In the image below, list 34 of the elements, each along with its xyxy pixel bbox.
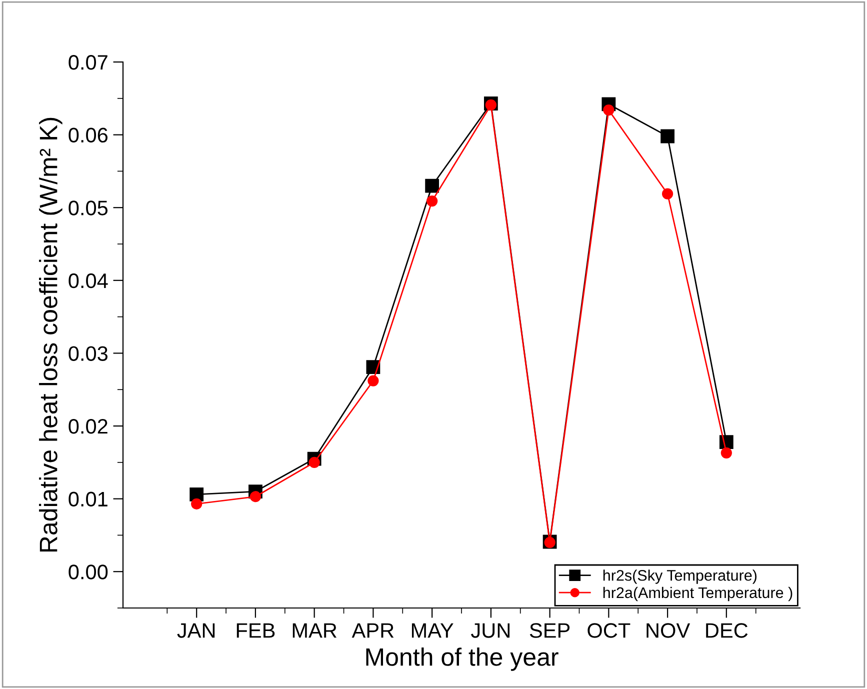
y-tick-label: 0.03 xyxy=(68,346,108,361)
y-tick-label: 0.06 xyxy=(68,128,108,143)
y-tick-label: 0.05 xyxy=(68,200,108,216)
x-tick-label: DEC xyxy=(706,623,748,638)
x-tick-label: FEB xyxy=(236,623,275,638)
x-tick-label: MAY xyxy=(412,623,454,638)
point xyxy=(368,375,379,386)
point xyxy=(485,99,496,111)
x-tick-label: OCT xyxy=(588,623,630,638)
y-tick-label: 0.07 xyxy=(68,55,108,70)
legend-label: hr2s(Sky Temperature) xyxy=(603,570,757,584)
point xyxy=(191,498,202,510)
point xyxy=(308,456,320,468)
point xyxy=(190,487,204,502)
x-tick-label: JAN xyxy=(177,623,215,638)
point xyxy=(720,447,732,458)
point xyxy=(426,195,438,207)
x-tick-label: APR xyxy=(352,623,394,638)
x-tick-label: NOV xyxy=(646,623,690,638)
point xyxy=(603,104,614,116)
x-tick-label: JUN xyxy=(471,623,510,638)
y-tick-label: 0.00 xyxy=(68,564,108,580)
legend-label: hr2a(Ambient Temperature ) xyxy=(603,586,792,602)
x-tick-label: MAR xyxy=(292,623,337,638)
point xyxy=(660,129,674,144)
point xyxy=(425,178,440,193)
y-tick-label: 0.02 xyxy=(68,419,108,434)
y-axis-title: Radiative heat loss coefficient (W/m² K) xyxy=(39,118,62,552)
x-tick-label: SEP xyxy=(530,623,570,638)
x-axis-title: Month of the year xyxy=(366,648,558,671)
point xyxy=(250,491,262,502)
y-tick-label: 0.01 xyxy=(68,492,108,507)
point xyxy=(662,188,674,200)
y-tick-label: 0.04 xyxy=(68,273,108,288)
